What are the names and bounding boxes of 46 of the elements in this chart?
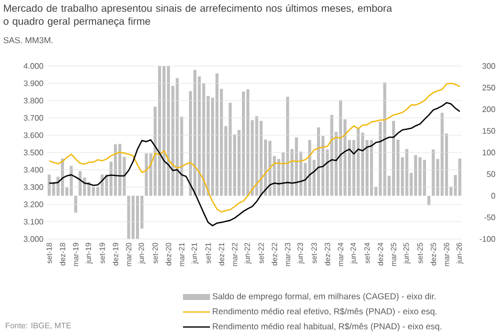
bar [427, 196, 430, 206]
y-tick-label: 3.900 [24, 80, 44, 86]
bar [78, 171, 82, 196]
legend-label: Rendimento médio real efetivo, R$/mês (PNAD) - eixo esq. [212, 308, 437, 316]
y-tick-label: 3.600 [24, 132, 44, 138]
y-tick-label: 3.500 [24, 150, 44, 156]
bar [458, 158, 462, 196]
source-note: Fonte: IBGE, MTE [6, 322, 71, 330]
y2-tick-label: -100 [480, 236, 496, 242]
line-series [48, 82, 460, 213]
y2-tick-label: 0 [491, 192, 496, 199]
bar [228, 102, 232, 196]
bar [432, 149, 435, 196]
y-tick-label: 3.000 [24, 236, 44, 242]
y-tick-label: 3.300 [24, 184, 44, 190]
y2-tick-label: 150 [482, 128, 496, 134]
bar [70, 166, 73, 196]
bar [356, 128, 360, 196]
bar [405, 149, 408, 196]
y2-tick-label: 50 [486, 171, 496, 177]
y2-tick-label: 100 [482, 150, 496, 156]
legend-label: Saldo de emprego formal, em milhares (CAGED) - eixo dir. [212, 292, 436, 302]
bar [422, 160, 426, 196]
bar [48, 174, 51, 196]
y-tick-label: 3.400 [24, 166, 44, 173]
bar [74, 196, 78, 213]
chart-subtitle: SAS. MM3M. [4, 37, 52, 44]
bar [330, 114, 334, 196]
y-tick-label: 3.200 [24, 202, 44, 208]
bar [176, 78, 179, 196]
bar [308, 140, 312, 196]
line-series [48, 102, 460, 226]
y2-tick-label: -50 [484, 214, 496, 220]
y-tick-label: 4.000 [24, 63, 44, 69]
y2-tick-label: 300 [482, 63, 496, 69]
bar [255, 116, 258, 196]
legend-label: Rendimento médio real habitual, R$/mês (PNAD) - eixo esq. [212, 322, 442, 332]
y-tick-label: 3.700 [24, 115, 44, 121]
bar [100, 174, 104, 196]
bar [383, 82, 386, 196]
y-tick-label: 3.800 [24, 98, 44, 104]
chart-title: Mercado de trabalho apresentou sinais de arrefecimento nos últimos meses, embora o quadro geral permaneça firme [4, 4, 392, 27]
bar [127, 196, 130, 239]
y2-tick-label: 200 [482, 106, 496, 112]
y2-tick-label: 250 [482, 84, 496, 90]
y-tick-label: 3.100 [24, 218, 44, 225]
